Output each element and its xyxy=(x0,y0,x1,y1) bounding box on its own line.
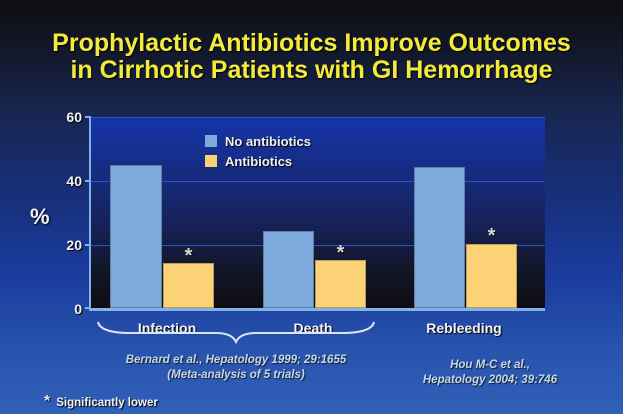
y-tick-60: 60 xyxy=(66,109,82,125)
bar-rebleeding-antibiotics xyxy=(466,244,517,308)
bar-death-antibiotics xyxy=(315,260,366,308)
significance-marker-death: * xyxy=(336,242,345,264)
citation-hou-line-2: Hepatology 2004; 39:746 xyxy=(422,374,558,386)
gridline-20 xyxy=(91,245,545,246)
citation-bernard-line-2: (Meta-analysis of 5 trials) xyxy=(167,369,305,381)
legend-swatch-no-antibiotics xyxy=(205,135,217,147)
significance-marker-rebleeding: * xyxy=(487,225,496,247)
bar-infection-antibiotics xyxy=(163,263,214,308)
tick-20 xyxy=(85,244,91,246)
legend-label-no-antibiotics: No antibiotics xyxy=(225,133,311,149)
category-label-rebleeding: Rebleeding xyxy=(426,320,502,336)
plot-area: * * * xyxy=(85,116,545,311)
legend-item-no-antibiotics: No antibiotics xyxy=(205,131,311,151)
slide-title: Prophylactic Antibiotics Improve Outcome… xyxy=(0,30,623,84)
tick-40 xyxy=(85,180,91,182)
bar-rebleeding-no-antibiotics xyxy=(414,167,465,308)
bar-death-no-antibiotics xyxy=(263,231,314,308)
citation-hou: Hou M-C et al., Hepatology 2004; 39:746 xyxy=(395,358,585,388)
grouping-brace xyxy=(97,321,375,344)
tick-60 xyxy=(85,116,91,118)
y-tick-40: 40 xyxy=(66,173,82,189)
bar-infection-no-antibiotics xyxy=(110,165,162,308)
legend-label-antibiotics: Antibiotics xyxy=(225,153,293,169)
footnote-text: Significantly lower xyxy=(56,397,158,409)
footnote-marker: * xyxy=(44,393,51,410)
y-tick-0: 0 xyxy=(74,301,82,317)
significance-marker-infection: * xyxy=(184,245,193,267)
title-line-2: in Cirrhotic Patients with GI Hemorrhage xyxy=(70,56,553,84)
title-line-1: Prophylactic Antibiotics Improve Outcome… xyxy=(52,29,571,57)
y-axis-unit-label: % xyxy=(30,204,50,229)
citation-bernard-line-1: Bernard et al., Hepatology 1999; 29:1655 xyxy=(125,354,347,366)
citation-hou-line-1: Hou M-C et al., xyxy=(450,359,530,371)
legend-item-antibiotics: Antibiotics xyxy=(205,151,311,171)
gridline-60 xyxy=(91,117,545,118)
legend-swatch-antibiotics xyxy=(205,155,217,167)
citation-bernard: Bernard et al., Hepatology 1999; 29:1655… xyxy=(96,353,376,383)
gridline-40 xyxy=(91,181,545,182)
tick-0 xyxy=(85,307,91,309)
chart-legend: No antibiotics Antibiotics xyxy=(205,131,311,171)
y-tick-20: 20 xyxy=(66,237,82,253)
footnote: * Significantly lower xyxy=(44,393,158,411)
